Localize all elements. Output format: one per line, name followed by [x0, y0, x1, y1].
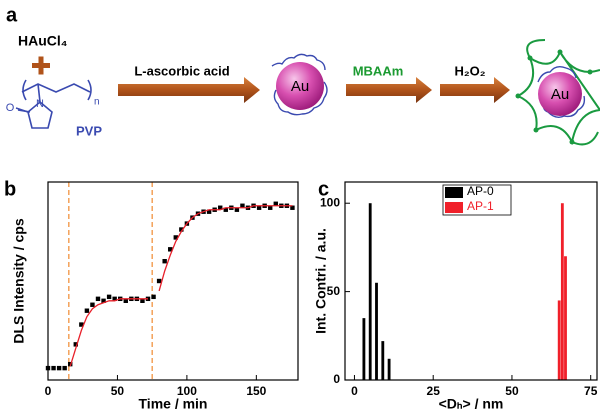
bar [564, 256, 567, 380]
data-point [234, 207, 240, 212]
data-point [179, 227, 184, 232]
panel-label: b [4, 178, 16, 200]
legend-swatch [445, 187, 463, 198]
data-point [112, 296, 117, 302]
data-point [51, 365, 56, 371]
gold-particle [538, 72, 582, 116]
crosslinks [515, 49, 593, 145]
bar [368, 203, 372, 380]
data-point [240, 203, 245, 208]
arrow [346, 77, 432, 103]
charts: b Time / min DLS Intensity / cps 0 50 100 150 c… [4, 178, 598, 411]
data-point [168, 247, 173, 252]
data-point [62, 365, 67, 371]
bar [387, 358, 391, 380]
data-point [218, 205, 223, 210]
x-tick-label: 50 [505, 384, 519, 398]
bar [362, 318, 366, 380]
gold-particle [276, 62, 324, 110]
plus-sign [32, 56, 50, 75]
plot-frame [47, 181, 299, 381]
y-axis-label: Int. Contri. / a.u. [313, 228, 329, 334]
pvp-shell [271, 53, 328, 116]
arrow [440, 77, 510, 103]
data-point [73, 342, 78, 347]
arrow [118, 77, 260, 103]
data-point [101, 298, 106, 303]
data-point [123, 298, 128, 303]
data-point [273, 201, 278, 206]
data-point [173, 235, 178, 240]
reactant: HAuCl₄ [18, 33, 67, 49]
bar [557, 300, 561, 380]
y-tick-label: 0 [333, 372, 340, 386]
legend-label: AP-1 [467, 199, 494, 213]
step-label: H₂O₂ [454, 63, 485, 78]
step-label: MBAAm [353, 63, 404, 78]
data-point [290, 205, 295, 210]
network [515, 39, 600, 146]
bar [375, 282, 378, 380]
legend-box [442, 184, 512, 216]
core-label: Au [291, 78, 309, 95]
atom-label: N [36, 98, 44, 110]
x-axis-label: Time / min [139, 396, 208, 412]
fit-line [69, 298, 148, 367]
y-axis-label: DLS Intensity / cps [11, 218, 27, 343]
plot-frame [344, 181, 598, 381]
data-point [140, 298, 145, 303]
x-tick-label: 50 [111, 384, 125, 398]
step-label: L-ascorbic acid [134, 63, 229, 78]
data-point [106, 294, 112, 300]
legend-label: AP-0 [467, 184, 494, 198]
polymer-name: PVP [76, 123, 102, 138]
legend-swatch [445, 202, 463, 213]
data-point [256, 205, 262, 210]
data-point [206, 209, 212, 214]
data-point [95, 296, 101, 302]
x-tick-label: 0 [45, 384, 52, 398]
x-tick-label: 150 [246, 384, 266, 398]
bar [560, 203, 564, 380]
data-point [90, 302, 95, 307]
data-point [84, 308, 90, 313]
x-tick-label: 0 [351, 384, 358, 398]
y-tick-label: 50 [327, 284, 341, 298]
panel-label: a [6, 4, 18, 26]
core-label: Au [551, 86, 569, 103]
bar [381, 341, 385, 380]
panel-label: c [318, 178, 329, 200]
atom-label: O [6, 102, 15, 114]
fit-line [158, 205, 293, 292]
x-tick-label: 100 [177, 384, 197, 398]
data-point [79, 322, 84, 327]
x-tick-label: 25 [427, 384, 441, 398]
data-point [156, 278, 162, 284]
pvp-structure [15, 79, 92, 129]
pvp-shell [537, 65, 586, 119]
data-point [162, 259, 167, 264]
x-tick-label: 75 [584, 384, 598, 398]
data-point [223, 207, 228, 212]
data-point [151, 294, 156, 300]
y-tick-label: 100 [320, 195, 340, 209]
data-point [268, 205, 273, 210]
x-axis-label: <Dₕ> / nm [439, 396, 504, 412]
data-point [56, 365, 62, 371]
scheme: a HAuCl₄ n N O PVP L-ascorbic acid Au MB… [6, 4, 600, 146]
repeat-index: n [94, 97, 100, 108]
